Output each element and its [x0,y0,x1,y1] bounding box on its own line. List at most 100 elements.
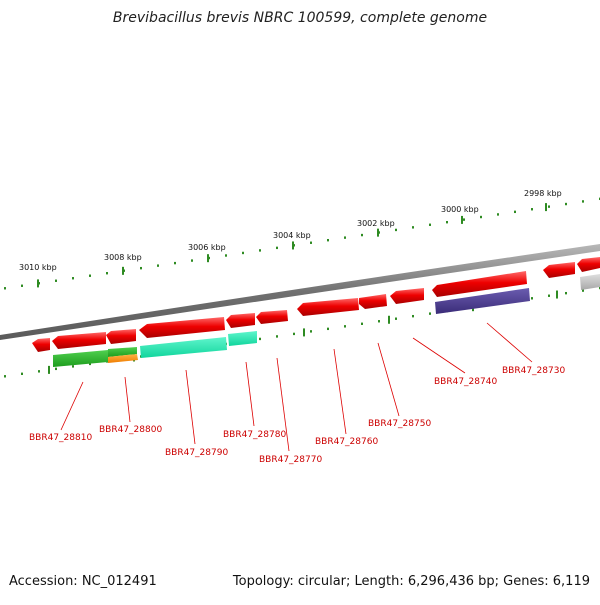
gene-label-28770[interactable]: BBR47_28770 [259,455,322,465]
cog-track [53,274,600,367]
scale-dot [38,370,40,373]
scale-dot [361,322,363,325]
gene-arrow-28810-a[interactable] [32,338,50,352]
scale-dot [259,337,261,341]
scale-label-3004: 3004 kbp [273,231,311,240]
cog-bar-28800-orange [108,354,138,363]
scale-dot [4,375,6,378]
scale-dot [344,325,346,328]
gene-arrow-28800[interactable] [106,329,136,344]
scale-dot [191,259,193,262]
scale-dot [361,233,363,237]
genome-backbone [0,244,600,340]
scale-dot [395,228,397,232]
scale-major-tick [461,215,463,224]
scale-dot [310,241,312,244]
gene-arrow-28780[interactable] [226,313,255,328]
scale-dot [106,272,108,275]
scale-dot [463,218,465,221]
scale-dot [242,251,244,255]
leader-28760 [333,348,347,435]
gene-label-28730[interactable]: BBR47_28730 [502,366,565,376]
cog-bar-28790 [140,337,227,358]
gene-arrow-28755[interactable] [359,294,387,309]
gene-track [32,257,600,352]
scale-dot [412,226,414,229]
scale-dot [480,215,482,219]
cog-bar-28800-green [108,347,137,357]
genome-summary-text: Topology: circular; Length: 6,296,436 bp… [232,574,590,589]
gene-arrow-28730[interactable] [543,262,575,278]
gene-arrow-28810[interactable] [52,332,106,349]
scale-dot [412,314,414,318]
scale-dot [55,367,57,371]
scale-dot [446,220,448,224]
scale-dot [497,213,499,216]
scale-label-3008: 3008 kbp [104,253,142,262]
scale-label-3002: 3002 kbp [357,219,395,228]
scale-dot [55,279,57,282]
accession-text: Accession: NC_012491 [9,574,157,589]
scale-major-tick [556,290,558,299]
scale-dot [157,264,159,267]
gene-label-28800[interactable]: BBR47_28800 [99,425,162,435]
gene-label-28780[interactable]: BBR47_28780 [223,430,286,440]
gene-label-28790[interactable]: BBR47_28790 [165,448,228,458]
scale-dot [310,330,312,333]
cog-bar-28740 [435,288,530,314]
scale-major-tick [377,228,379,237]
scale-label-3006: 3006 kbp [188,243,226,252]
scale-dot [395,317,397,320]
genome-title: Brevibacillus brevis NBRC 100599, comple… [112,10,488,26]
scale-dot [174,261,176,265]
gene-arrow-28720[interactable] [577,257,600,272]
scale-dot [89,274,91,277]
scale-dot [548,205,550,208]
cog-bar-28725 [580,274,600,290]
scale-dot [344,236,346,239]
scale-dot [72,365,74,368]
leader-28750 [377,342,400,417]
scale-label-3010: 3010 kbp [19,263,57,272]
leader-28770 [276,357,290,452]
gene-label-28760[interactable]: BBR47_28760 [315,437,378,447]
scale-major-tick [545,203,547,212]
scale-major-tick [37,279,39,288]
leader-28780 [245,361,255,427]
leader-28730 [486,322,533,363]
gene-label-28740[interactable]: BBR47_28740 [434,377,497,387]
leader-28740 [412,337,466,374]
gene-arrow-28750[interactable] [390,288,424,304]
scale-dot [378,320,380,323]
gene-label-28750[interactable]: BBR47_28750 [368,419,431,429]
scale-major-tick [388,315,390,324]
scale-dot [531,297,533,300]
scale-dot [548,294,550,297]
gene-label-28810[interactable]: BBR47_28810 [29,433,92,443]
scale-major-tick [207,254,209,263]
scale-dot [140,266,142,270]
scale-dot [327,327,329,331]
gene-arrow-28740[interactable] [432,271,527,297]
scale-dot [259,249,261,252]
gene-arrow-28770[interactable] [256,310,288,324]
scale-major-tick [48,365,50,374]
leader-28790 [185,369,196,445]
scale-dot [565,202,567,206]
scale-dot [21,372,23,376]
scale-major-tick [122,266,124,275]
leader-lines [60,322,533,452]
gene-labels: BBR47_28810 BBR47_28800 BBR47_28790 BBR4… [29,366,565,465]
scale-dot [276,335,278,338]
scale-dot [89,362,91,366]
scale-dot [429,312,431,315]
scale-major-tick [303,328,305,337]
gene-arrow-28790[interactable] [139,317,225,338]
scale-dot [582,289,584,292]
scale-label-2998: 2998 kbp [524,189,562,198]
scale-dot [4,287,6,290]
scale-dot [514,210,516,214]
gene-arrow-28760[interactable] [297,298,359,316]
scale-dot [293,332,295,336]
scale-dot [582,200,584,203]
